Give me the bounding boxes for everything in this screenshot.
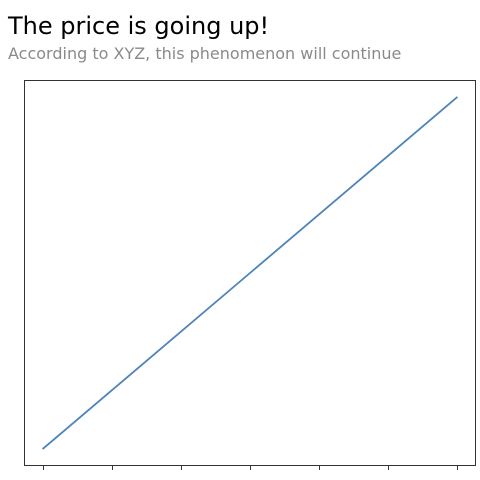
series-line-0 <box>42 96 458 450</box>
chart-title: The price is going up! <box>8 12 270 40</box>
chart-subtitle: According to XYZ, this phenomenon will c… <box>8 44 402 63</box>
plot-frame <box>24 80 476 466</box>
